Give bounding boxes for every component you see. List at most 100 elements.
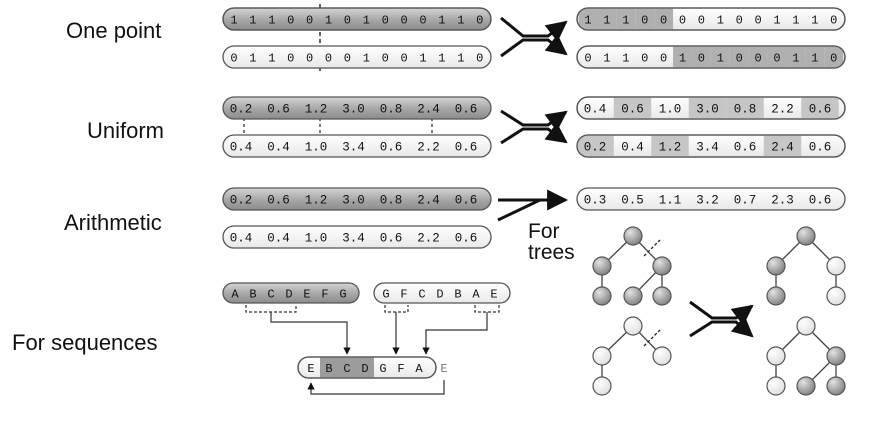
one-point-child-1-gene: 1 <box>717 13 724 27</box>
sequence-parent-1-gene: E <box>303 287 310 301</box>
arithmetic-child-gene: 0.7 <box>734 194 757 208</box>
one-point-child-2-gene: 0 <box>773 51 780 65</box>
tree-node <box>826 346 846 366</box>
arithmetic-parent-2-gene: 1.0 <box>305 232 328 246</box>
one-point-child-2-gene: 1 <box>792 51 799 65</box>
one-point-child-2-gene: 1 <box>622 51 629 65</box>
uniform-child-2-gene: 1.2 <box>659 141 682 155</box>
uniform-parent-1-gene: 0.2 <box>230 103 253 117</box>
one-point-parent-1-gene: 1 <box>249 13 256 27</box>
one-point-child-2-gene: 0 <box>830 51 837 65</box>
arithmetic-parent-1-gene: 0.8 <box>380 194 403 208</box>
sequence-child-gene: G <box>379 362 386 376</box>
one-point-parent-1-gene: 0 <box>382 13 389 27</box>
uniform-parent-1-gene: 2.4 <box>417 103 440 117</box>
arithmetic-child-gene: 3.2 <box>696 194 719 208</box>
uniform-child-1-cell-bg <box>613 97 652 119</box>
one-point-child-1-gene: 1 <box>584 13 591 27</box>
sequence-child-cell-bg <box>356 357 374 378</box>
one-point-child-2-gene: 1 <box>717 51 724 65</box>
sequence-parent-2-frame <box>373 282 511 304</box>
uniform-child-1-gene: 1.0 <box>659 103 682 117</box>
uniform-parent-2: 0.4 0.4 1.0 3.4 0.6 2.2 0.6 <box>222 134 492 158</box>
one-point-child-2-cell-bg <box>786 46 806 68</box>
crossover-arrows-one-point <box>500 16 568 58</box>
one-point-child-1-gene: 0 <box>660 13 667 27</box>
tree-node <box>592 346 612 366</box>
tree-node <box>592 256 612 276</box>
uniform-child-2-gene: 3.4 <box>696 141 719 155</box>
tree-node <box>652 286 672 306</box>
tree-node <box>623 226 643 246</box>
one-point-child-1-gene: 1 <box>792 13 799 27</box>
sequence-parent-2-gene: A <box>472 287 480 301</box>
uniform-parent-2-gene: 3.4 <box>342 141 365 155</box>
one-point-parent-1-gene: 0 <box>419 13 426 27</box>
uniform-parent-2-gene: 0.6 <box>455 141 478 155</box>
uniform-parent-1-gene: 0.6 <box>455 103 478 117</box>
tree-node <box>826 256 846 276</box>
uniform-child-1-gene: 2.2 <box>771 103 794 117</box>
arithmetic-parent-1-gene: 1.2 <box>305 194 328 208</box>
sequence-parent-2-gene: B <box>454 287 461 301</box>
sequence-parent-1-gene: C <box>267 287 274 301</box>
one-point-child-2-gene: 1 <box>679 51 686 65</box>
one-point-child-2-gene: 0 <box>584 51 591 65</box>
arithmetic-parent-1-frame <box>222 187 492 211</box>
one-point-parent-2-gene: 1 <box>268 51 275 65</box>
one-point-parent-1-gene: 0 <box>400 13 407 27</box>
sequence-parent-1-gene: G <box>339 287 346 301</box>
uniform-child-1-cell-bg <box>801 97 839 119</box>
uniform-child-1-gene: 0.6 <box>621 103 644 117</box>
one-point-child-1-gene: 0 <box>736 13 743 27</box>
one-point-child-1-gene: 1 <box>773 13 780 27</box>
one-point-child-1-cell-bg <box>597 8 617 30</box>
one-point-parent-2-gene: 0 <box>287 51 294 65</box>
uniform-child-2: 0.2 0.4 1.2 3.4 0.6 2.4 0.6 <box>576 134 846 158</box>
sequence-parent-1-frame <box>222 282 360 304</box>
one-point-child-1-gene: 0 <box>641 13 648 27</box>
one-point-parent-2-gene: 1 <box>419 51 426 65</box>
uniform-parent-1-gene: 3.0 <box>342 103 365 117</box>
one-point-parent-2-gene: 1 <box>457 51 464 65</box>
sequence-child-gene: D <box>361 362 368 376</box>
label-for-trees-line1: For <box>528 220 560 243</box>
one-point-parent-1-gene: 0 <box>287 13 294 27</box>
uniform-parent-2-gene: 1.0 <box>305 141 328 155</box>
one-point-child-1-gene: 0 <box>698 13 705 27</box>
sequence-child-gene: C <box>343 362 350 376</box>
one-point-parent-2-frame <box>222 45 492 69</box>
one-point-child-2-gene: 0 <box>754 51 761 65</box>
tree-node <box>826 376 846 396</box>
one-point-child-2-cell-bg <box>824 46 844 68</box>
sequence-parent-2-gene: D <box>436 287 443 301</box>
one-point-child-1-cell-bg <box>616 8 636 30</box>
uniform-child-1-gene: 0.4 <box>584 103 607 117</box>
one-point-child-2-cell-bg <box>748 46 768 68</box>
uniform-child-2-gene: 0.4 <box>621 141 644 155</box>
sequence-parent-2-gene: C <box>418 287 425 301</box>
one-point-parent-1-gene: 1 <box>457 13 464 27</box>
tree-node <box>766 346 786 366</box>
one-point-parent-2-gene: 0 <box>382 51 389 65</box>
uniform-child-2-cell-bg <box>577 135 614 157</box>
one-point-parent-2-gene: 1 <box>363 51 370 65</box>
arithmetic-child-gene: 0.3 <box>584 194 607 208</box>
arithmetic-parent-2-gene: 3.4 <box>342 232 365 246</box>
one-point-child-2-gene: 0 <box>698 51 705 65</box>
arithmetic-parent-1-gene: 2.4 <box>417 194 440 208</box>
arithmetic-parent-1-gene: 0.6 <box>267 194 290 208</box>
one-point-child-1-cell-bg <box>635 8 655 30</box>
uniform-parent-1-gene: 0.8 <box>380 103 403 117</box>
uniform-child-2-cell-bg <box>763 135 802 157</box>
one-point-child-2-gene: 0 <box>660 51 667 65</box>
uniform-child-1-gene: 0.6 <box>809 103 832 117</box>
tree-node <box>796 376 816 396</box>
